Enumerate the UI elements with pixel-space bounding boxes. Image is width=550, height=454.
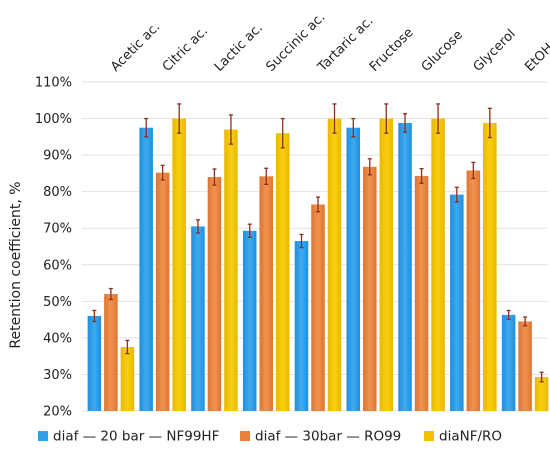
bar bbox=[224, 129, 238, 411]
bar bbox=[450, 194, 464, 411]
bar bbox=[104, 294, 118, 411]
y-tick-label: 30% bbox=[43, 368, 72, 383]
category-label: Fructose bbox=[367, 25, 417, 75]
legend-swatch bbox=[424, 431, 434, 441]
y-tick-label: 70% bbox=[43, 222, 72, 237]
bar bbox=[311, 204, 325, 411]
bar bbox=[327, 118, 342, 412]
bar bbox=[259, 176, 273, 411]
bar bbox=[379, 118, 394, 412]
bars bbox=[87, 118, 549, 412]
y-tick-label: 60% bbox=[43, 258, 72, 273]
bar bbox=[275, 133, 290, 411]
y-axis-title: Retention coefficient, % bbox=[8, 181, 24, 348]
bar bbox=[483, 122, 497, 411]
category-labels: Acetic ac.Citric ac. Lactic ac.Succinic a… bbox=[108, 10, 550, 76]
bar bbox=[534, 377, 549, 411]
category-label: Citric ac. bbox=[160, 24, 211, 75]
bar bbox=[398, 122, 412, 411]
legend-label: diaf — 30bar — RO99 bbox=[255, 429, 401, 445]
bar bbox=[518, 321, 532, 411]
category-label: EtOH bbox=[522, 41, 550, 75]
category-label: Glycerol bbox=[471, 27, 519, 75]
y-tick-label: 80% bbox=[43, 185, 72, 200]
bar bbox=[346, 127, 361, 411]
bar bbox=[363, 166, 377, 411]
bar bbox=[139, 127, 153, 411]
category-label: Acetic ac. bbox=[108, 20, 163, 75]
y-tick-label: 110% bbox=[35, 76, 72, 91]
y-tick-label: 90% bbox=[43, 149, 72, 164]
legend-swatch bbox=[240, 431, 250, 441]
y-tick-label: 40% bbox=[43, 331, 72, 346]
bar bbox=[414, 175, 429, 411]
legend: diaf — 20 bar — NF99HF diaf — 30bar — RO9… bbox=[38, 429, 502, 445]
y-axis-tick-labels: 20% 30% 40% 50% 60% 70% 80% 90% 100% 110% bbox=[35, 76, 72, 420]
y-tick-label: 100% bbox=[35, 112, 72, 127]
y-tick-label: 50% bbox=[43, 295, 72, 310]
y-tick-label: 20% bbox=[43, 405, 72, 420]
bar bbox=[294, 241, 309, 411]
bar bbox=[155, 172, 170, 411]
bar bbox=[207, 177, 222, 411]
bar bbox=[87, 315, 102, 411]
bar bbox=[466, 170, 481, 411]
bar bbox=[242, 230, 257, 411]
bar bbox=[431, 118, 445, 412]
bar bbox=[501, 314, 516, 411]
legend-label: diaNF/RO bbox=[439, 429, 502, 445]
error-bars bbox=[92, 103, 544, 383]
legend-label: diaf — 20 bar — NF99HF bbox=[53, 429, 219, 445]
bar bbox=[120, 347, 135, 411]
legend-swatch bbox=[38, 431, 48, 441]
bar bbox=[172, 118, 186, 412]
bar bbox=[191, 226, 205, 411]
category-label: Glucose bbox=[419, 28, 466, 75]
category-label: Lactic ac. bbox=[212, 21, 266, 75]
